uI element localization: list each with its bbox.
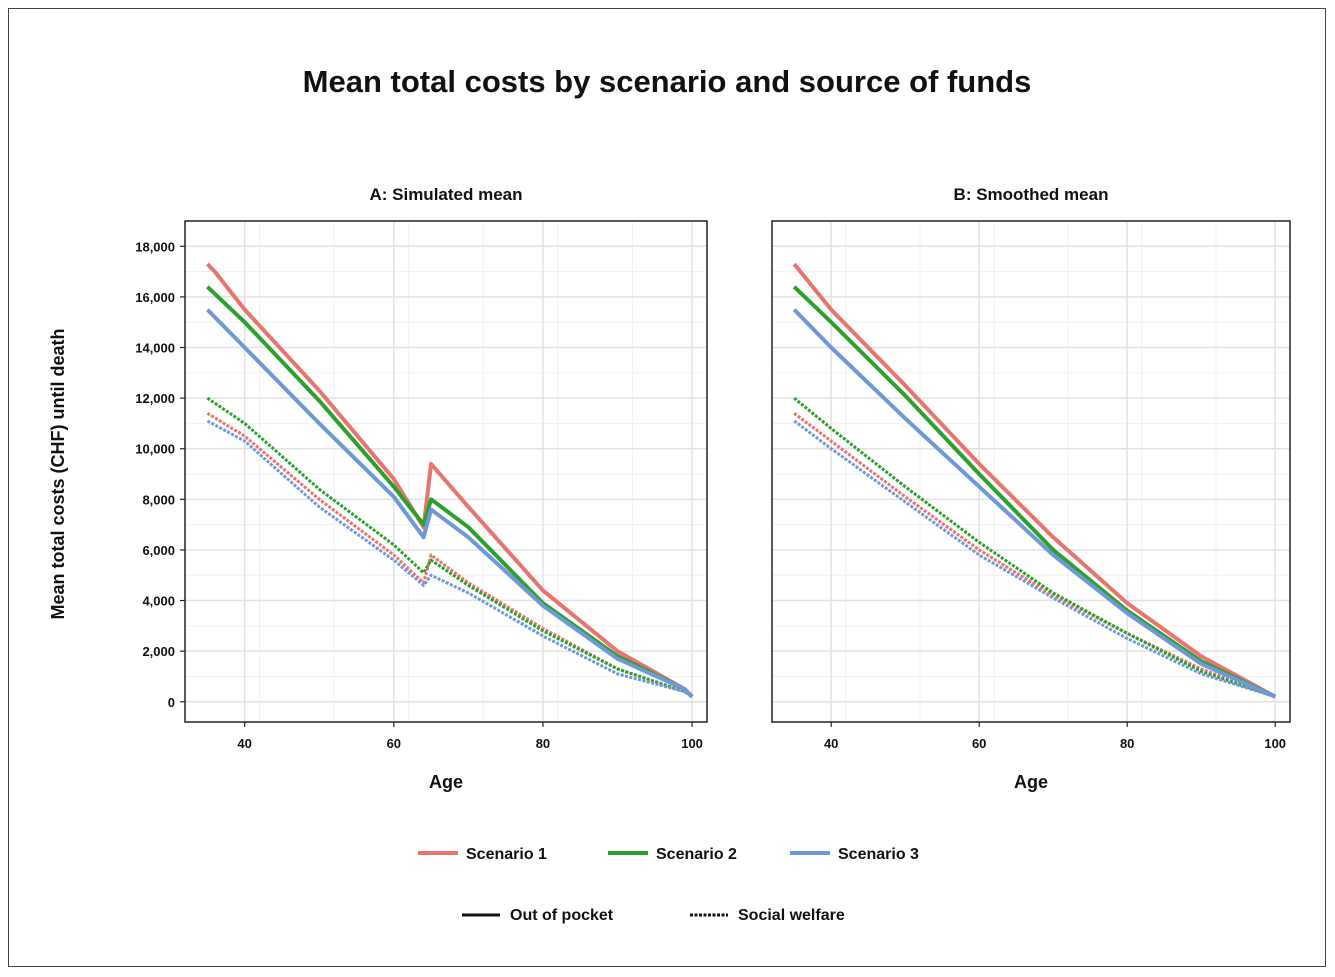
figure-frame: [8, 8, 1326, 967]
series-line: [205, 262, 694, 699]
panel-title: B: Smoothed mean: [954, 185, 1109, 204]
x-axis-label: Age: [429, 772, 463, 792]
y-axis-label: Mean total costs (CHF) until death: [48, 328, 68, 619]
legend-label: Scenario 2: [656, 846, 737, 863]
panel-title: A: Simulated mean: [369, 185, 522, 204]
legend-linetype-label: Out of pocket: [510, 907, 614, 924]
y-tick-label: 2,000: [142, 644, 175, 659]
x-tick-label: 60: [387, 736, 401, 751]
series-line: [793, 412, 1276, 699]
y-tick-label: 4,000: [142, 594, 175, 609]
x-tick-label: 80: [1120, 736, 1134, 751]
panel-border: [771, 220, 1291, 723]
y-tick-label: 8,000: [142, 492, 175, 507]
panel-border: [184, 220, 708, 723]
series-line: [206, 396, 693, 698]
legend: Scenario 1 Scenario 2 Scenario 3 Out of poc…: [418, 846, 919, 924]
legend-linetype-label: Social welfare: [738, 907, 845, 924]
series-line: [792, 285, 1277, 699]
series-line: [793, 419, 1276, 699]
series-line: [205, 308, 694, 699]
x-tick-label: 100: [1264, 736, 1286, 751]
y-tick-label: 16,000: [135, 290, 175, 305]
series-line: [793, 396, 1276, 699]
chart-title: Mean total costs by scenario and source …: [303, 64, 1032, 99]
x-tick-label: 60: [972, 736, 986, 751]
y-tick-label: 12,000: [135, 391, 175, 406]
y-tick-label: 18,000: [135, 239, 175, 254]
x-tick-label: 40: [824, 736, 838, 751]
y-tick-label: 6,000: [142, 543, 175, 558]
series-line: [792, 262, 1277, 699]
legend-label: Scenario 1: [466, 846, 547, 863]
panel-a: A: Simulated mean 40 60 80 100 Age 0 2,000 4,000…: [135, 185, 708, 792]
legend-label: Scenario 3: [838, 846, 919, 863]
x-tick-label: 100: [681, 736, 703, 751]
y-tick-label: 10,000: [135, 442, 175, 457]
y-tick-label: 14,000: [135, 341, 175, 356]
x-tick-label: 40: [237, 736, 251, 751]
x-axis-label: Age: [1014, 772, 1048, 792]
series-line: [792, 308, 1277, 699]
y-tick-label: 0: [168, 695, 175, 710]
series-line: [206, 419, 693, 698]
panel-b: B: Smoothed mean 40 60 80 100 Age: [771, 185, 1291, 792]
x-tick-label: 80: [536, 736, 550, 751]
